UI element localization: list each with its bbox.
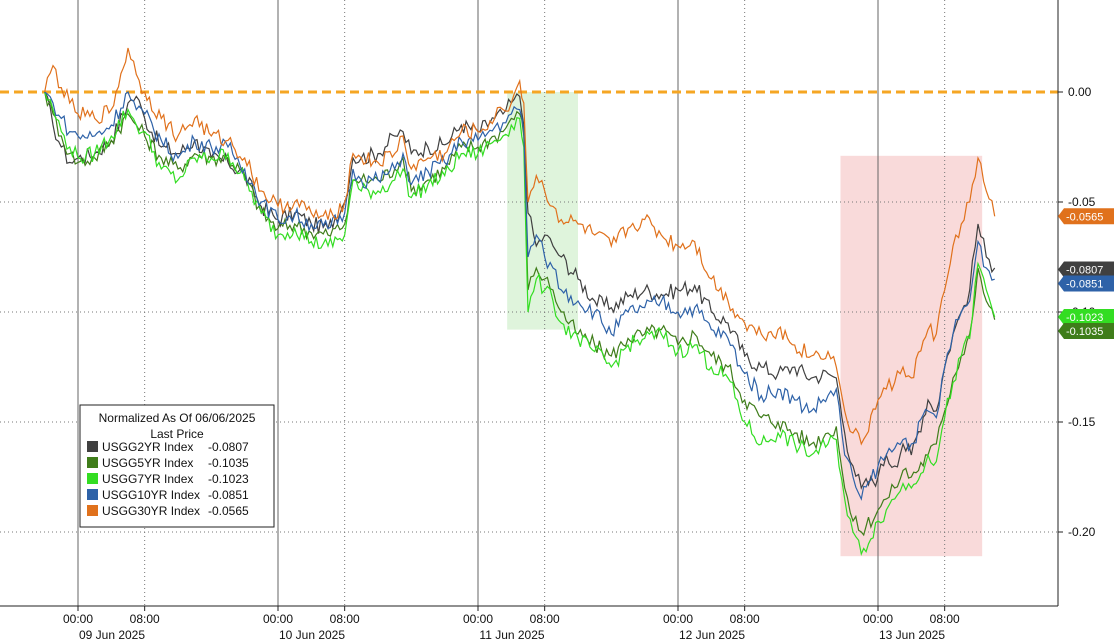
legend-entry-value: -0.1023 [208, 472, 249, 486]
last-price-badge: -0.1035 [1058, 323, 1114, 340]
last-price-badge: -0.1023 [1058, 309, 1114, 326]
badge-shape [1058, 309, 1114, 326]
y-tick-label: -0.05 [1068, 195, 1096, 209]
legend-entry-name: USGG7YR Index [102, 472, 193, 486]
x-tick-label: 00:00 [663, 612, 693, 626]
x-date-label: 11 Jun 2025 [479, 628, 544, 642]
legend-swatch [87, 489, 98, 500]
x-tick-label: 00:00 [63, 612, 93, 626]
legend-entry-name: USGG5YR Index [102, 456, 193, 470]
badge-value: -0.0565 [1066, 211, 1103, 223]
x-date-label: 12 Jun 2025 [679, 628, 745, 642]
x-tick-label: 08:00 [330, 612, 360, 626]
badge-shape [1058, 323, 1114, 340]
legend-swatch [87, 473, 98, 484]
legend-entry-name: USGG30YR Index [102, 504, 200, 518]
legend-entry-value: -0.0565 [208, 504, 249, 518]
x-tick-label: 08:00 [730, 612, 760, 626]
highlight-band-1 [840, 155, 983, 557]
legend-entry-name: USGG10YR Index [102, 488, 200, 502]
legend-swatch [87, 505, 98, 516]
x-axis-ticks: 00:00 09 Jun 2025 08:00 00:00 10 Jun 2025 08:… [63, 606, 960, 642]
axes [0, 0, 1059, 607]
legend-entry-value: -0.1035 [208, 456, 249, 470]
badge-value: -0.0851 [1066, 279, 1103, 291]
series-line-usgg10yr [44, 91, 995, 501]
series-lines [44, 47, 996, 557]
last-price-badge: -0.0851 [1058, 275, 1114, 292]
grid [0, 0, 1058, 606]
badge-value: -0.0807 [1066, 265, 1103, 277]
x-tick-label: 08:00 [130, 612, 160, 626]
legend-entry-value: -0.0807 [208, 440, 249, 454]
last-price-badges: -0.0565 -0.0807 -0.0851 -0.1023 -0.1035 [1058, 208, 1114, 340]
legend-entry-value: -0.0851 [208, 488, 249, 502]
legend-swatch [87, 457, 98, 468]
legend-swatch [87, 441, 98, 452]
x-tick-label: 00:00 [863, 612, 893, 626]
highlight-bands [507, 92, 983, 557]
legend-entry-name: USGG2YR Index [102, 440, 193, 454]
legend-subtitle: Last Price [150, 427, 204, 441]
y-tick-label: 0.00 [1068, 85, 1092, 99]
x-date-label: 10 Jun 2025 [279, 628, 345, 642]
badge-shape [1058, 261, 1114, 278]
y-tick-label: -0.20 [1068, 525, 1096, 539]
badge-value: -0.1023 [1066, 312, 1103, 324]
x-tick-label: 00:00 [463, 612, 493, 626]
x-date-label: 09 Jun 2025 [79, 628, 145, 642]
x-tick-label: 00:00 [263, 612, 293, 626]
y-tick-label: -0.15 [1068, 415, 1096, 429]
x-date-label: 13 Jun 2025 [879, 628, 945, 642]
last-price-badge: -0.0807 [1058, 261, 1114, 278]
badge-shape [1058, 275, 1114, 292]
x-tick-label: 08:00 [930, 612, 960, 626]
last-price-badge: -0.0565 [1058, 208, 1114, 225]
badge-shape [1058, 208, 1114, 225]
legend-title: Normalized As Of 06/06/2025 [99, 411, 256, 425]
badge-value: -0.1035 [1066, 326, 1103, 338]
x-tick-label: 08:00 [530, 612, 560, 626]
series-line-usgg30yr [44, 47, 996, 446]
legend-box [79, 404, 275, 528]
